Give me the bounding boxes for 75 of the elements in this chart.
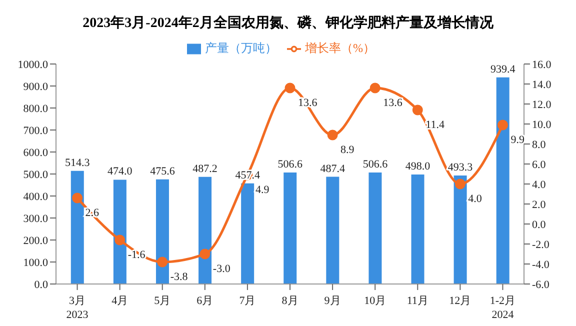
data-label: 4.9 bbox=[255, 184, 270, 196]
y-tick-label: 600.0 bbox=[23, 146, 48, 159]
data-label: 487.2 bbox=[192, 162, 218, 175]
point bbox=[327, 130, 338, 140]
y-tick-label: 800.0 bbox=[23, 102, 48, 115]
x-tick-label: 5月 bbox=[154, 295, 171, 307]
bar bbox=[241, 183, 254, 284]
data-label: 514.3 bbox=[65, 156, 90, 169]
x-tick-label: 11月 bbox=[406, 295, 428, 307]
data-label: 506.6 bbox=[362, 158, 388, 171]
bar bbox=[70, 170, 84, 284]
point bbox=[114, 234, 126, 246]
point bbox=[200, 248, 210, 260]
y-tick-label: 1000.0 bbox=[18, 58, 48, 71]
point bbox=[72, 192, 83, 204]
y2-tick-label: 2.0 bbox=[532, 198, 546, 211]
y-tick-label: 0.0 bbox=[34, 278, 48, 291]
y2-tick-label: -6.0 bbox=[532, 278, 550, 291]
y-tick-label: 400.0 bbox=[23, 190, 48, 203]
x-tick-label: 8月 bbox=[282, 295, 298, 307]
bar bbox=[156, 179, 169, 284]
data-label: 493.3 bbox=[448, 161, 474, 174]
bar bbox=[113, 180, 126, 284]
y2-tick-label: -4.0 bbox=[532, 258, 550, 271]
y-tick-label: 500.0 bbox=[23, 168, 48, 181]
point bbox=[497, 120, 508, 130]
x-tick-label: 10月 bbox=[364, 295, 386, 307]
y2-tick-label: 8.0 bbox=[532, 138, 546, 151]
y2-tick-label: 12.0 bbox=[532, 98, 552, 111]
y2-tick-label: -2.0 bbox=[532, 238, 550, 251]
y-tick-label: 200.0 bbox=[23, 234, 48, 247]
x-tick-label: 12月 bbox=[449, 295, 472, 307]
y-tick-label: 700.0 bbox=[23, 124, 48, 137]
chart-title: 2023年3月-2024年2月全国农用氮、磷、钾化学肥料产量及增长情况 bbox=[82, 14, 494, 33]
y2-tick-label: 10.0 bbox=[532, 118, 552, 131]
bar bbox=[326, 176, 340, 284]
x-tick-label: 1-2月 2024 bbox=[490, 295, 516, 321]
data-label: 13.6 bbox=[383, 97, 403, 109]
x-tick-label: 4月 bbox=[112, 295, 128, 307]
bar bbox=[284, 172, 297, 284]
bar bbox=[454, 175, 467, 284]
x-tick-label: 9月 bbox=[324, 295, 341, 307]
y2-tick-label: 16.0 bbox=[532, 58, 552, 71]
data-label: -3.0 bbox=[212, 263, 231, 275]
y-tick-label: 100.0 bbox=[23, 256, 48, 269]
data-label: -3.8 bbox=[170, 271, 188, 283]
x-tick-label: 6月 bbox=[196, 295, 214, 307]
y2-tick-label: 0.0 bbox=[532, 218, 546, 231]
data-label: 939.4 bbox=[490, 63, 516, 76]
point bbox=[454, 178, 466, 190]
y2-tick-label: 14.0 bbox=[532, 78, 552, 91]
data-label: 474.0 bbox=[108, 166, 133, 178]
data-label: 4.0 bbox=[468, 193, 482, 205]
legend-label: 增长率（%） bbox=[305, 41, 375, 55]
bar bbox=[496, 77, 510, 284]
y2-tick-label: 4.0 bbox=[532, 178, 546, 191]
x-tick-label: 3月 2023 bbox=[66, 295, 89, 321]
data-label: 498.0 bbox=[405, 160, 431, 172]
point bbox=[412, 104, 423, 116]
bar bbox=[411, 174, 424, 284]
data-label: 487.4 bbox=[320, 162, 346, 175]
point bbox=[370, 82, 380, 94]
data-label: 9.9 bbox=[510, 134, 525, 146]
bar bbox=[368, 172, 382, 284]
y2-tick-label: 6.0 bbox=[532, 158, 546, 171]
y-tick-label: 300.0 bbox=[23, 212, 48, 225]
data-label: 475.6 bbox=[150, 165, 176, 178]
point bbox=[284, 82, 296, 94]
x-tick-label: 7月 bbox=[239, 295, 256, 307]
data-label: 8.9 bbox=[340, 144, 355, 156]
y-tick-label: 900.0 bbox=[23, 80, 48, 93]
data-label: 506.6 bbox=[278, 158, 303, 171]
bar bbox=[198, 176, 212, 284]
legend-label: 产量（万吨） bbox=[205, 41, 277, 55]
point bbox=[157, 256, 168, 268]
